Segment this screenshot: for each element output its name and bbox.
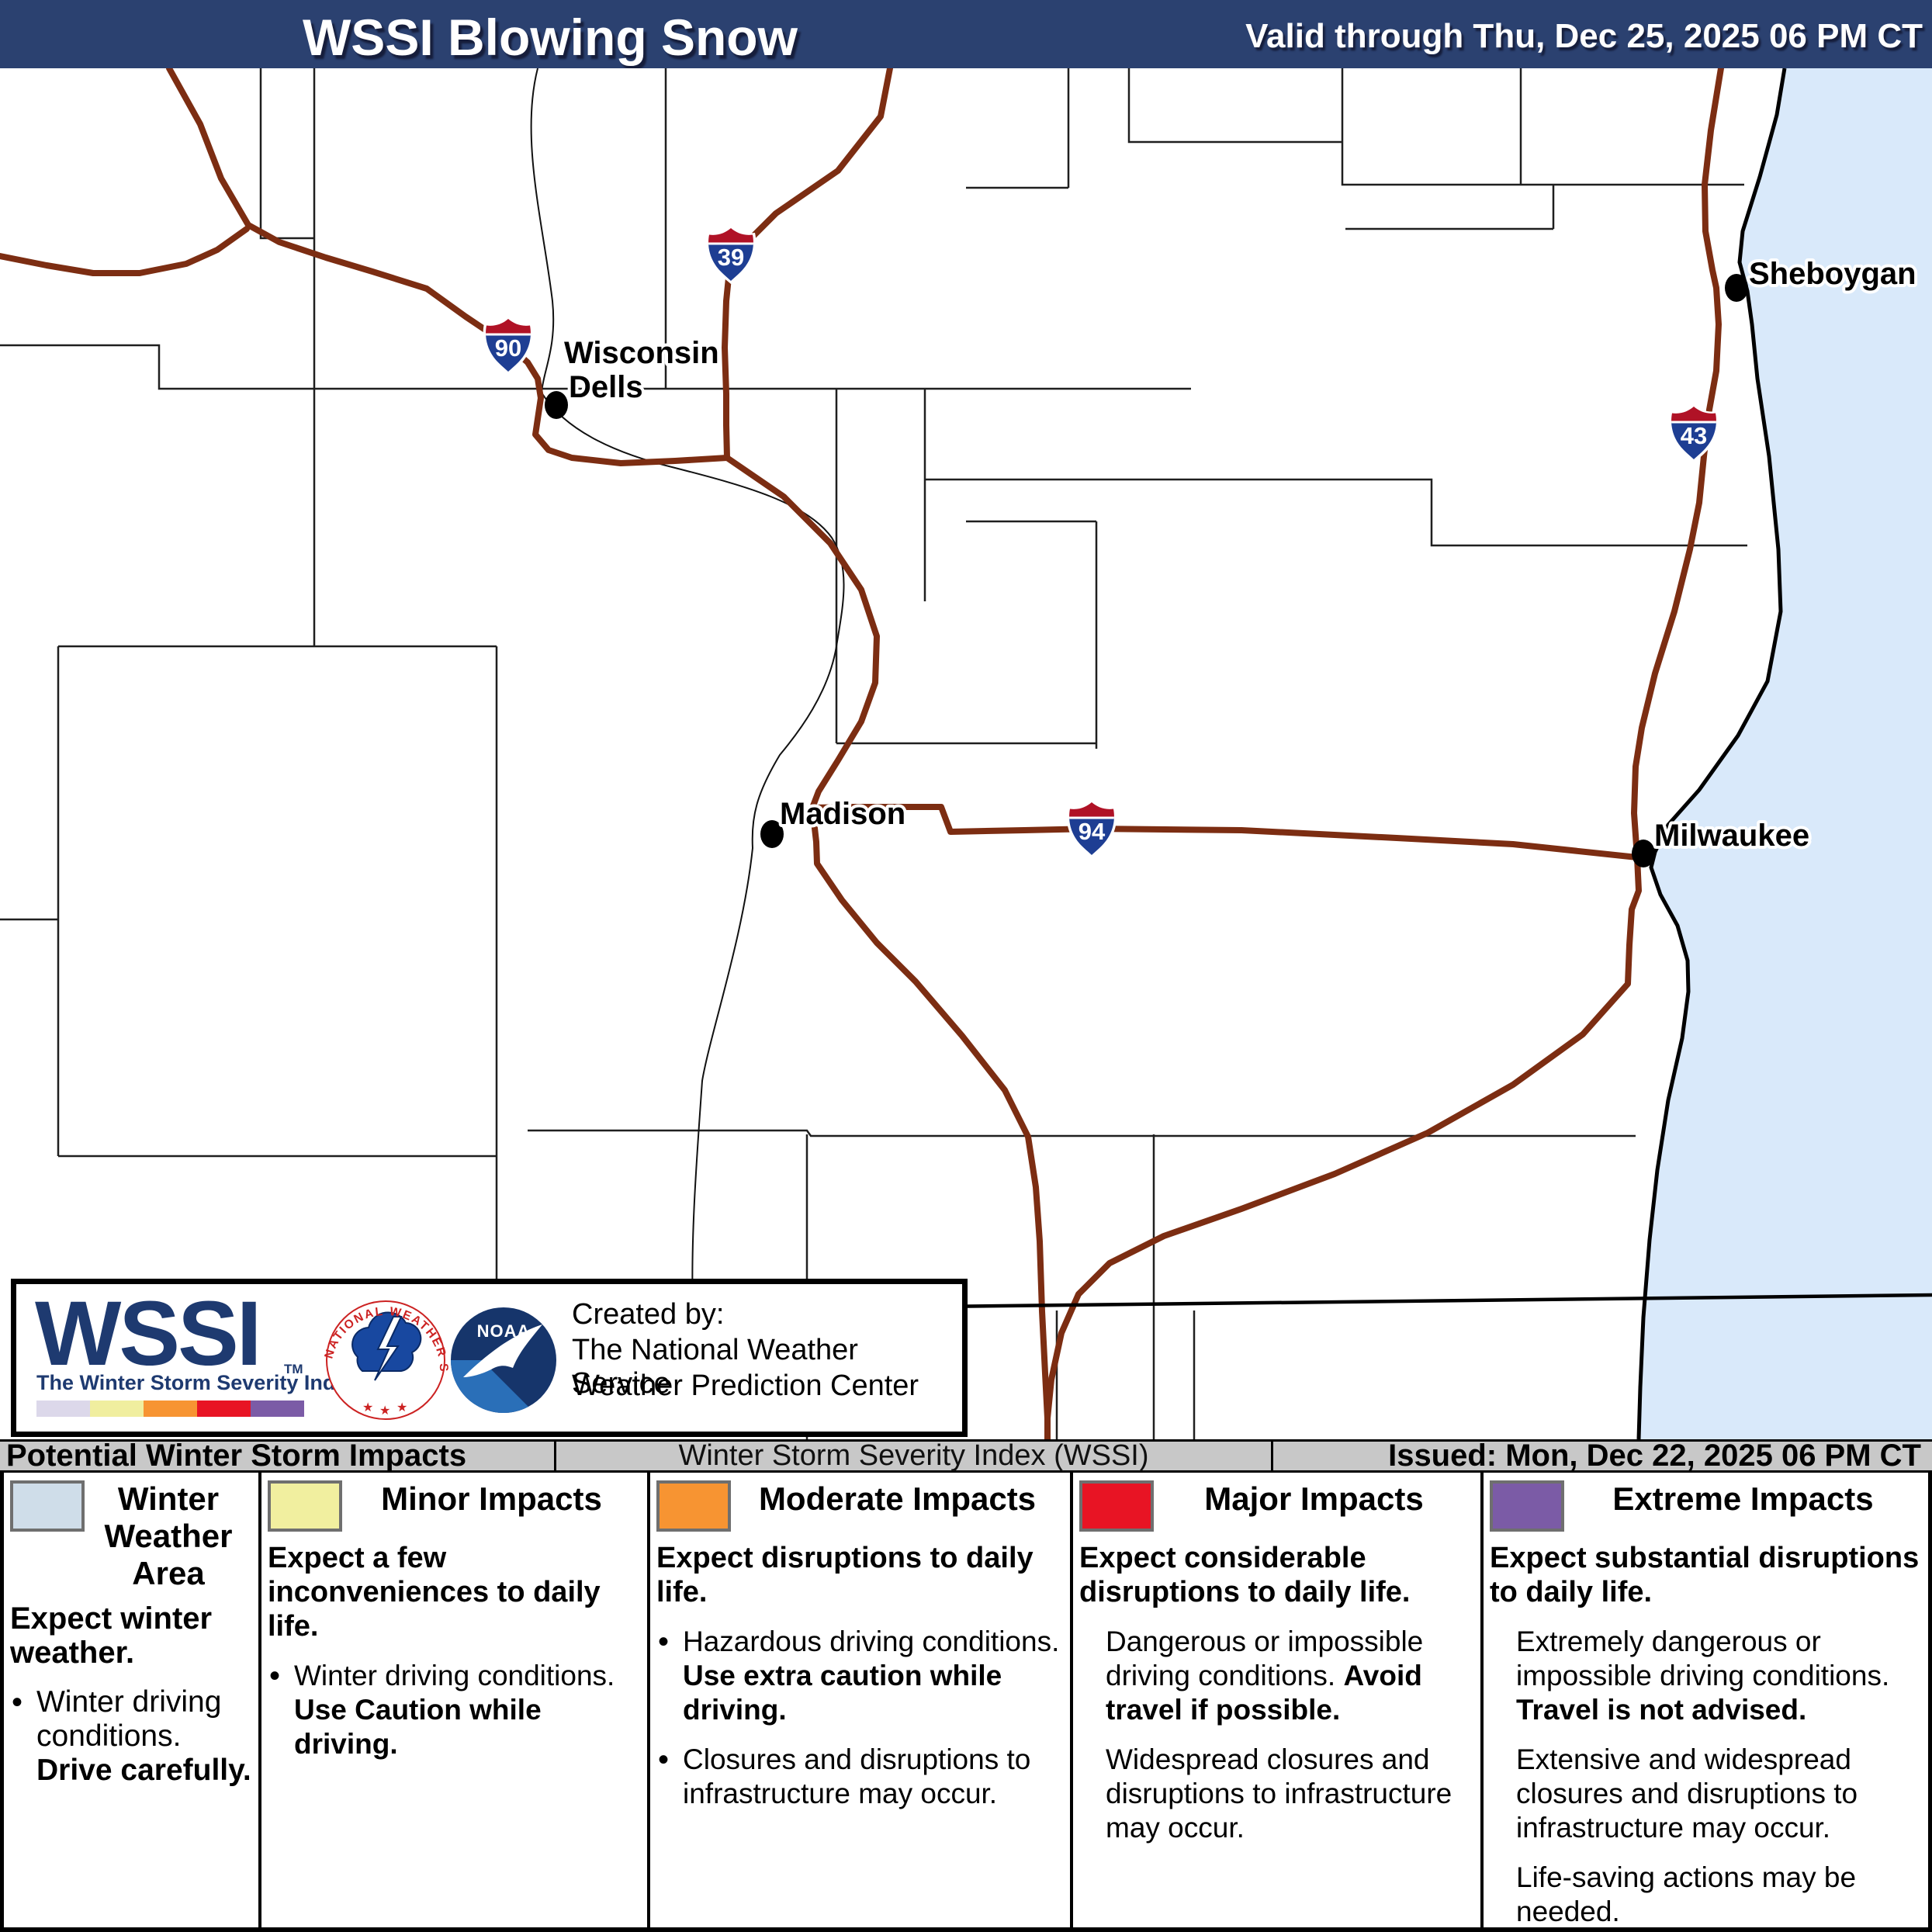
legend-item-2-0: Hazardous driving conditions. Use extra … [656,1625,1064,1727]
highway-i43 [1044,65,1724,1421]
map-area: 39 90 43 94 Wisconsin Dells [0,65,1932,1442]
wssi-tagline: The Winter Storm Severity Index [36,1371,359,1394]
city-label-sheboygan: Sheboygan [1749,257,1916,291]
legend-swatch-1 [268,1480,342,1532]
legend-column-2: Moderate Impacts Expect disruptions to da… [650,1473,1073,1927]
legend-title-1: Minor Impacts [381,1480,602,1517]
legend-lead-2: Expect disruptions to daily life. [656,1542,1034,1608]
wssi-strip-segment-4 [251,1401,304,1417]
legend-item-2-1: Closures and disruptions to infrastructu… [656,1743,1064,1811]
city-label-wisconsin-dells-1: Wisconsin [564,336,719,370]
shield-i94: 94 [1063,799,1120,859]
city-label-madison: Madison [780,797,905,831]
city-label-milwaukee: Milwaukee [1654,819,1809,853]
svg-text:★: ★ [379,1404,390,1418]
legend-swatch-0 [10,1480,85,1532]
legend: Winter Weather Area Expect winter weather… [0,1473,1932,1932]
header-bar: WSSI Blowing Snow Valid through Thu, Dec… [0,0,1932,68]
nws-logo: NATIONAL WEATHER SERVICE ★★★ [324,1295,448,1420]
status-center-title: Winter Storm Severity Index (WSSI) [556,1439,1273,1472]
legend-item-1-0: Winter driving conditions. Use Caution w… [268,1659,641,1761]
legend-lead-1: Expect a few inconveniences to daily lif… [268,1542,601,1643]
legend-item-4-1: Extensive and widespread closures and di… [1516,1743,1858,1844]
city-dot-madison [760,820,784,848]
city-dot-wisconsin-dells [545,391,568,419]
legend-column-3: Major Impacts Expect considerable disrupt… [1073,1473,1484,1927]
credit-box: WSSI TM The Winter Storm Severity Index … [11,1279,968,1437]
status-left-title: Potential Winter Storm Impacts [0,1439,556,1473]
city-dot-sheboygan [1725,274,1748,302]
legend-item-4-0: Extremely dangerous or impossible drivin… [1516,1626,1890,1726]
wssi-strip-segment-2 [144,1401,197,1417]
wssi-strip-segment-3 [197,1401,251,1417]
legend-swatch-2 [656,1480,731,1532]
wssi-color-strip [36,1401,304,1417]
wssi-logo-tm: TM [284,1362,303,1376]
wssi-strip-segment-0 [36,1401,90,1417]
legend-title-2: Moderate Impacts [758,1480,1037,1517]
legend-item-3-0: Dangerous or impossible driving conditio… [1106,1626,1424,1726]
river-line [530,68,845,1311]
legend-swatch-4 [1490,1480,1564,1532]
legend-column-4: Extreme Impacts Expect substantial disrup… [1484,1473,1928,1927]
legend-lead-0: Expect winter weather. [10,1601,213,1670]
legend-column-0: Winter Weather Area Expect winter weather… [4,1473,261,1927]
page-title: WSSI Blowing Snow [303,9,798,66]
noaa-label: NOAA [477,1321,531,1341]
interstate-highways [0,65,1724,1442]
highway-west-branch [0,226,250,276]
wssi-strip-segment-1 [90,1401,144,1417]
lake-michigan [1639,68,1932,1439]
shield-i43-number: 43 [1681,422,1707,449]
shield-i90-number: 90 [495,334,521,362]
county-boundaries [0,68,1747,1439]
svg-text:★: ★ [362,1401,373,1414]
shield-i39-number: 39 [718,244,744,271]
shield-i90: 90 [480,316,537,376]
legend-item-4-2: Life-saving actions may be needed. [1516,1861,1857,1927]
noaa-logo: NOAA [451,1307,556,1414]
shield-i94-number: 94 [1079,818,1106,845]
wssi-logo: WSSI [35,1283,262,1385]
legend-title-0: Winter Weather Area [104,1480,233,1591]
shield-i39: 39 [702,225,760,285]
legend-swatch-3 [1079,1480,1154,1532]
highway-i94-east [809,804,1640,860]
legend-item-3-1: Widespread closures and disruptions to i… [1106,1743,1452,1844]
coastline [1636,68,1787,1440]
shield-i43: 43 [1665,403,1723,463]
map-svg: 39 90 43 94 Wisconsin Dells [0,65,1932,1442]
legend-lead-4: Expect substantial disruptions to daily … [1490,1542,1920,1608]
legend-column-1: Minor Impacts Expect a few inconveniences… [261,1473,650,1927]
legend-item-0-0: Winter driving conditions. Drive careful… [10,1685,252,1788]
legend-title-4: Extreme Impacts [1612,1480,1874,1517]
valid-through-text: Valid through Thu, Dec 25, 2025 06 PM CT [1245,17,1923,55]
legend-title-3: Major Impacts [1204,1480,1424,1517]
city-dot-milwaukee [1632,840,1655,867]
status-bar: Potential Winter Storm Impacts Winter St… [0,1439,1932,1473]
created-by-org: The National Weather Service [572,1334,858,1400]
status-issued-text: Issued: Mon, Dec 22, 2025 06 PM CT [1388,1439,1921,1473]
highway-i90-i94 [166,65,1051,1442]
svg-text:★: ★ [396,1401,407,1414]
city-label-wisconsin-dells-2: Dells [569,370,643,404]
legend-lead-3: Expect considerable disruptions to daily… [1079,1542,1411,1608]
created-by-center: Weather Prediction Center [572,1369,919,1402]
created-by-label: Created by: [572,1298,725,1331]
